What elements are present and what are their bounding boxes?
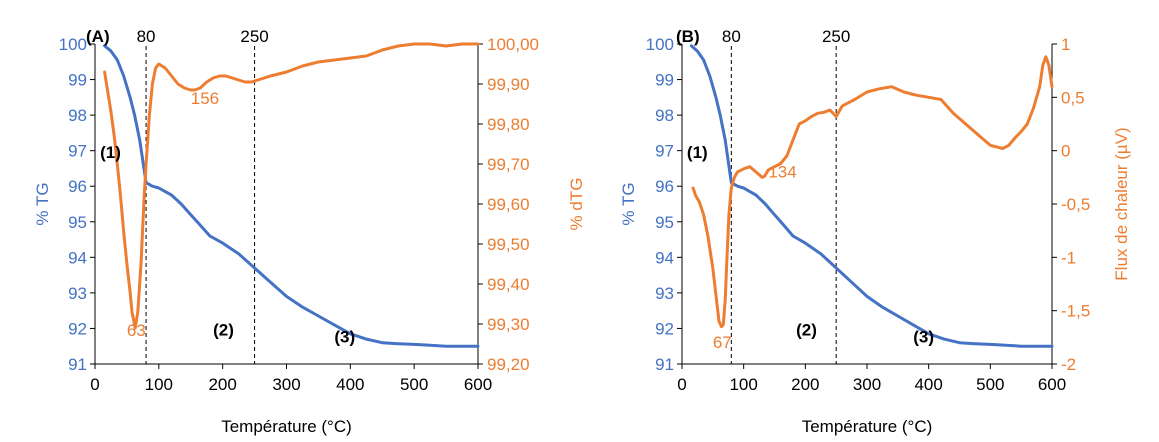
x-axis-title: Température (°C) <box>802 417 933 436</box>
x-tick-label: 300 <box>272 375 300 394</box>
y-axis-title: % TG <box>33 182 52 225</box>
y2-tick-label: 99,70 <box>487 155 530 174</box>
y-tick-label: 100 <box>59 35 87 54</box>
secondary-series-line <box>691 55 1054 329</box>
chart-panel-b: 0 100 200 300 400 500 600919293949596979899100… <box>619 27 1131 436</box>
tg-series-line <box>103 44 480 348</box>
y-tick-label: 99 <box>655 71 674 90</box>
chart-panel-a: 0 100 200 300 400 500 600 91 92 93 94 95 96 97 98 99 100… <box>33 27 586 436</box>
secondary-series-line <box>103 42 480 330</box>
panel-label: (A) <box>86 27 110 46</box>
y-tick-label: 93 <box>655 284 674 303</box>
y-tick-label: 95 <box>68 213 87 232</box>
annotation-label: (3) <box>334 328 355 347</box>
x-tick-label: 100 <box>145 375 173 394</box>
y-tick-label: 93 <box>68 284 87 303</box>
y-tick-label: 91 <box>655 355 674 374</box>
x-tick-label: 100 <box>729 375 757 394</box>
y-axis-title: % TG <box>619 182 638 225</box>
annotation-label: (1) <box>687 143 708 162</box>
y2-tick-label: 99,20 <box>487 355 530 374</box>
y-tick-label: 99 <box>68 71 87 90</box>
y-tick-label: 94 <box>68 248 87 267</box>
y2-tick-label: 0 <box>1061 142 1070 161</box>
y-tick-label: 100 <box>646 35 674 54</box>
tg-series-line <box>689 44 1054 348</box>
y-tick-label: 91 <box>68 355 87 374</box>
y2-tick-label: 99,30 <box>487 315 530 334</box>
x-tick-label: 600 <box>1038 375 1066 394</box>
y2-tick-label: 0,5 <box>1061 88 1085 107</box>
reference-line-label: 250 <box>240 27 268 46</box>
annotation-label: 156 <box>191 89 219 108</box>
x-tick-label: 400 <box>336 375 364 394</box>
annotation-label: (2) <box>213 321 234 340</box>
x-axis-title: Température (°C) <box>221 417 352 436</box>
x-tick-label: 0 <box>90 375 99 394</box>
reference-line-label: 80 <box>137 27 156 46</box>
y2-tick-label: -2 <box>1061 355 1076 374</box>
x-tick-label: 300 <box>853 375 881 394</box>
annotation-label: 63 <box>127 321 146 340</box>
y2-tick-label: -0,5 <box>1061 195 1090 214</box>
x-tick-label: 200 <box>208 375 236 394</box>
y2-tick-label: 99,40 <box>487 275 530 294</box>
x-tick-label: 200 <box>791 375 819 394</box>
y2-tick-label: 99,60 <box>487 195 530 214</box>
x-tick-label: 600 <box>464 375 492 394</box>
x-tick-label: 500 <box>976 375 1004 394</box>
y-tick-label: 94 <box>655 248 674 267</box>
y-tick-label: 96 <box>655 177 674 196</box>
y-tick-label: 98 <box>68 106 87 125</box>
y2-tick-label: -1 <box>1061 248 1076 267</box>
y2-tick-label: 100,00 <box>487 35 539 54</box>
reference-line-label: 80 <box>722 27 741 46</box>
y-tick-label: 97 <box>655 142 674 161</box>
y2-tick-label: 99,80 <box>487 115 530 134</box>
x-tick-label: 0 <box>677 375 686 394</box>
y2-tick-label: -1,5 <box>1061 302 1090 321</box>
y-tick-label: 97 <box>68 142 87 161</box>
y2-tick-label: 1 <box>1061 35 1070 54</box>
y2-axis-title: % dTG <box>567 178 586 231</box>
x-tick-label: 400 <box>914 375 942 394</box>
y-tick-label: 96 <box>68 177 87 196</box>
x-tick-label: 500 <box>400 375 428 394</box>
y-tick-label: 92 <box>655 319 674 338</box>
annotation-label: (1) <box>100 143 121 162</box>
y-tick-label: 95 <box>655 213 674 232</box>
annotation-label: (3) <box>913 328 934 347</box>
y2-tick-label: 99,90 <box>487 75 530 94</box>
annotation-label: 134 <box>768 162 796 181</box>
y-tick-label: 98 <box>655 106 674 125</box>
y2-tick-label: 99,50 <box>487 235 530 254</box>
annotation-label: 67 <box>713 333 732 352</box>
y-tick-label: 92 <box>68 319 87 338</box>
panel-label: (B) <box>676 27 700 46</box>
annotation-label: (2) <box>796 321 817 340</box>
y2-axis-title: Flux de chaleur (µV) <box>1112 127 1131 280</box>
reference-line-label: 250 <box>822 27 850 46</box>
